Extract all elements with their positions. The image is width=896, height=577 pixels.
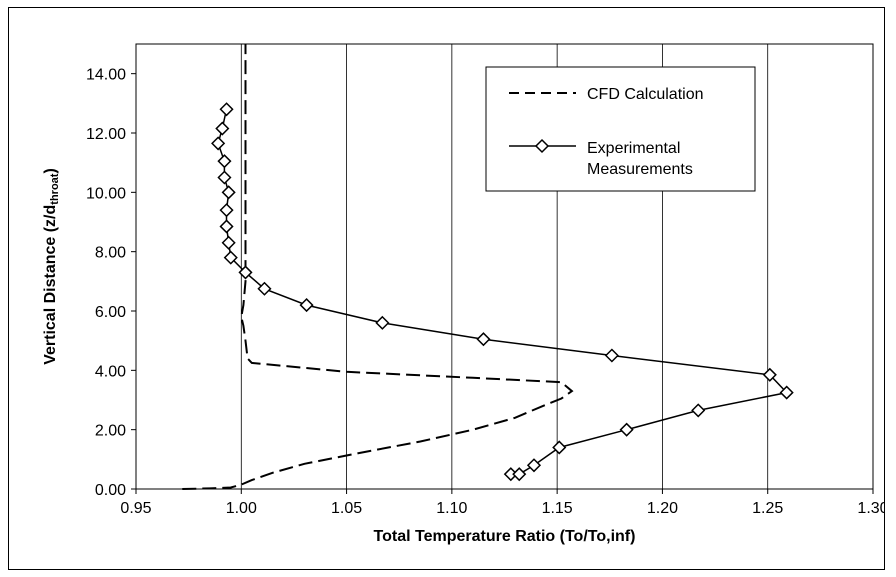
data-point-diamond (512, 467, 527, 482)
x-axis-title: Total Temperature Ratio (To/To,inf) (374, 528, 636, 545)
line-chart: 0.95 1.00 1.05 1.10 1.15 1.20 1.25 1.30 0.00 2.00… (42, 43, 884, 545)
data-point-diamond (221, 185, 236, 200)
y-tick-label: 4.00 (95, 363, 126, 380)
data-point-diamond (219, 102, 234, 117)
data-point-diamond (215, 121, 230, 136)
data-point-diamond (219, 203, 234, 218)
data-point-diamond (238, 265, 253, 280)
data-point-diamond (476, 332, 491, 347)
data-point-diamond (552, 440, 567, 455)
series-group (182, 44, 794, 490)
legend: CFD Calculation Experimental Measurement… (485, 66, 756, 192)
data-point-diamond (299, 298, 314, 313)
y-axis-title: Vertical Distance (z/dthroat) (42, 168, 61, 365)
legend-label-experimental-line2: Measurements (587, 161, 693, 178)
plot-area (135, 43, 874, 490)
y-axis-title-main: Vertical Distance (z/d (42, 205, 59, 365)
x-tick-label: 1.00 (226, 500, 257, 517)
series-line-cfd (182, 44, 574, 490)
y-axis-title-subscript: throat (49, 173, 61, 205)
data-point-diamond (221, 235, 236, 250)
data-point-diamond (217, 170, 232, 185)
x-tick-label: 1.20 (647, 500, 678, 517)
y-tick-label: 10.00 (86, 185, 126, 202)
y-tick-label: 12.00 (86, 126, 126, 143)
legend-diamond-marker (534, 138, 550, 154)
axis-ticks: 0.95 1.00 1.05 1.10 1.15 1.20 1.25 1.30 0.00 2.00… (86, 67, 884, 517)
data-point-diamond (526, 458, 542, 473)
data-point-diamond (604, 348, 619, 363)
y-tick-label: 6.00 (95, 304, 126, 321)
x-tick-label: 1.05 (331, 500, 362, 517)
data-point-diamond (219, 219, 234, 234)
data-point-diamond (375, 315, 390, 330)
data-point-diamond (223, 250, 238, 265)
y-tick-label: 2.00 (95, 423, 126, 440)
legend-label-cfd: CFD Calculation (587, 86, 703, 103)
data-point-diamond (762, 367, 777, 382)
y-axis-title-close: ) (42, 168, 59, 173)
legend-label-experimental-line1: Experimental (587, 140, 680, 157)
legend-box (485, 66, 756, 192)
chart-frame: 0.95 1.00 1.05 1.10 1.15 1.20 1.25 1.30 0.00 2.00… (8, 7, 885, 570)
data-point-diamond (619, 422, 634, 437)
x-tick-label: 1.30 (857, 500, 884, 517)
x-tick-label: 0.95 (120, 500, 151, 517)
y-tick-label: 0.00 (95, 482, 126, 499)
x-tick-label: 1.25 (752, 500, 783, 517)
x-tick-label: 1.15 (542, 500, 573, 517)
data-point-diamond (211, 136, 226, 151)
data-point-diamond (779, 385, 794, 400)
data-point-diamond (691, 403, 706, 418)
data-point-diamond (257, 281, 272, 296)
data-point-diamond (217, 154, 232, 169)
y-tick-label: 8.00 (95, 245, 126, 262)
y-tick-label: 14.00 (86, 67, 126, 84)
x-tick-label: 1.10 (436, 500, 467, 517)
